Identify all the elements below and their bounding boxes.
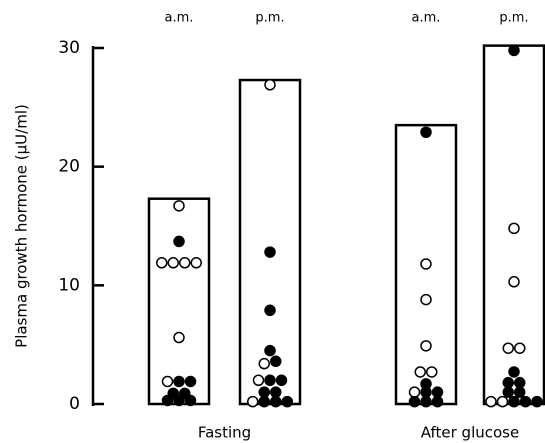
data-point (184, 375, 197, 388)
data-point (502, 386, 514, 398)
group-label: Fasting (198, 424, 251, 442)
data-point (161, 375, 174, 388)
data-point (258, 395, 270, 408)
data-point (508, 366, 520, 378)
data-point (270, 355, 282, 368)
data-point (420, 395, 432, 408)
data-point (258, 357, 270, 370)
data-point (420, 378, 432, 390)
data-point (420, 126, 432, 139)
data-point (184, 394, 197, 407)
data-point (408, 395, 421, 408)
data-point (420, 293, 432, 306)
data-point (173, 375, 185, 388)
y-tick-label: 10 (58, 275, 80, 295)
data-point (508, 276, 520, 288)
data-point (531, 395, 543, 408)
data-point (431, 386, 444, 398)
data-point (173, 235, 185, 248)
data-point (508, 44, 520, 57)
data-point (179, 257, 191, 269)
data-point (519, 395, 532, 408)
data-point (270, 386, 282, 398)
data-point (496, 395, 509, 408)
data-point (514, 386, 526, 398)
y-axis-label: Plasma growth hormone (μU/ml) (13, 104, 31, 348)
y-tick-label: 30 (58, 38, 80, 58)
data-point (264, 344, 276, 357)
data-point (431, 395, 444, 408)
data-point (252, 374, 265, 387)
data-point (502, 376, 514, 389)
data-point (502, 342, 514, 354)
data-point (485, 395, 497, 408)
group-label: After glucose (421, 424, 519, 442)
data-point (270, 395, 282, 408)
x-tick-label: p.m. (499, 11, 528, 26)
x-tick-label: p.m. (255, 11, 284, 26)
data-point (173, 331, 185, 344)
data-point (161, 394, 174, 407)
data-point (408, 386, 421, 398)
data-point (167, 257, 179, 269)
data-point (275, 374, 288, 387)
data-point (426, 366, 438, 378)
data-point (514, 342, 526, 354)
data-point (190, 257, 202, 269)
data-point (258, 386, 270, 398)
data-point (264, 79, 276, 91)
data-point (508, 395, 520, 408)
data-point (514, 376, 526, 389)
data-point (414, 366, 426, 378)
data-point (420, 258, 432, 270)
data-point (281, 395, 293, 408)
data-point (264, 246, 276, 258)
data-point (264, 304, 276, 317)
bar (147, 197, 211, 406)
x-tick-label: a.m. (412, 11, 441, 26)
y-tick-label: 20 (58, 157, 80, 177)
data-point (508, 222, 520, 235)
x-tick-label: a.m. (165, 11, 194, 26)
data-point (247, 395, 259, 408)
data-point (264, 374, 276, 387)
data-point (173, 394, 185, 407)
y-tick-label: 0 (69, 394, 80, 414)
data-point (173, 200, 185, 212)
data-point (420, 340, 432, 352)
data-point (156, 257, 168, 269)
